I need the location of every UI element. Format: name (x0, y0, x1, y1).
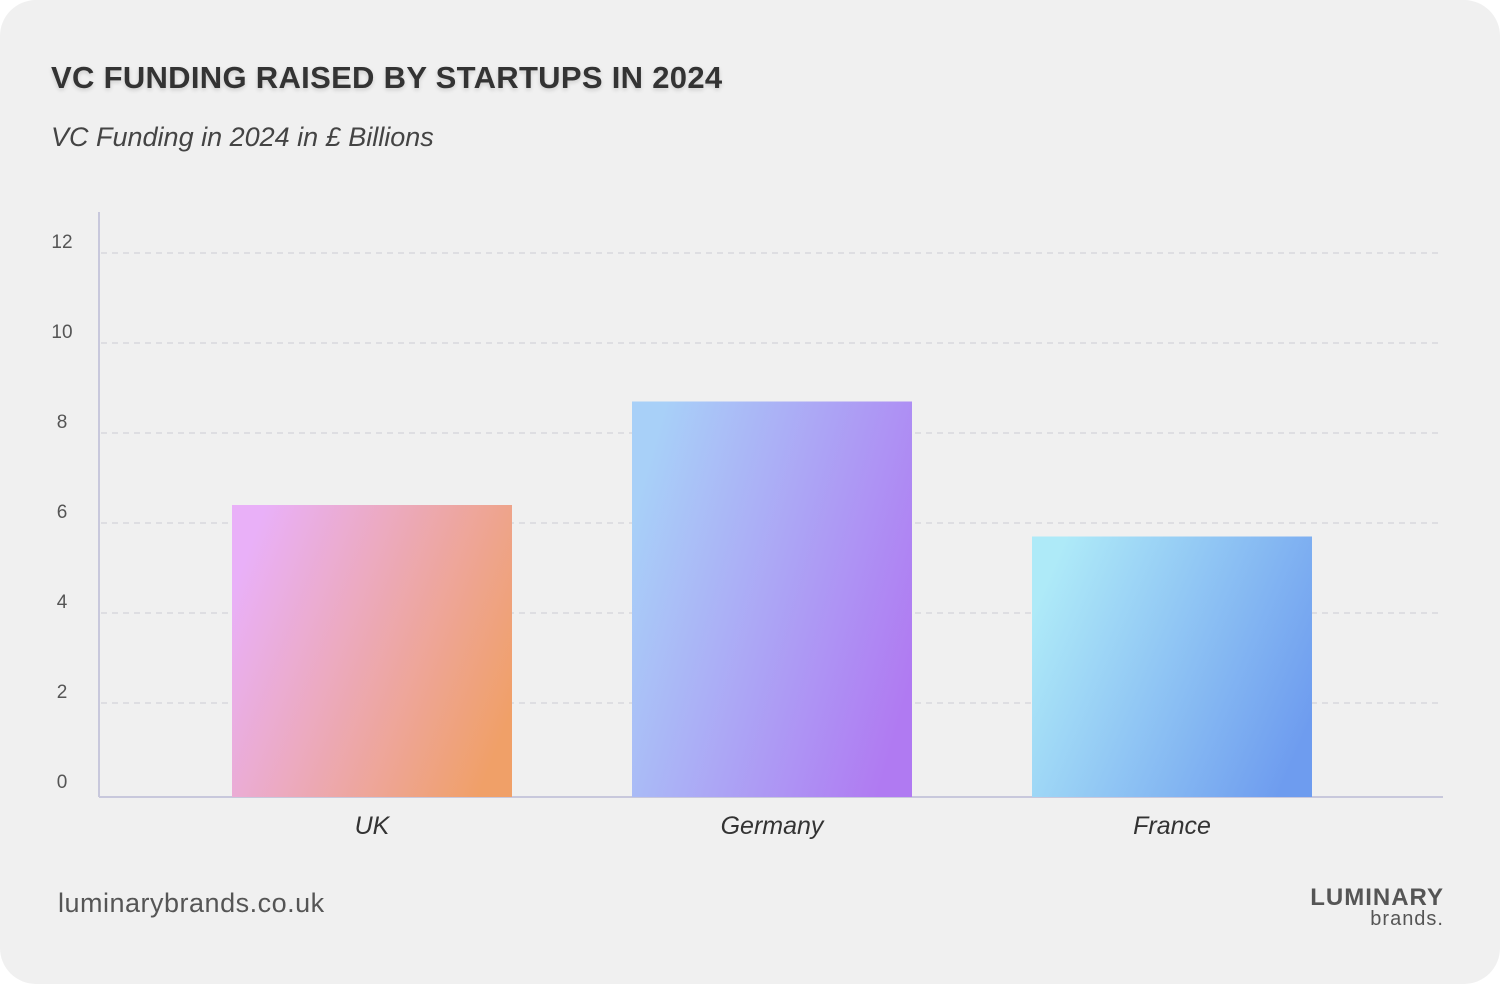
logo-line1: LUMINARY (1310, 884, 1444, 911)
y-tick-label: 4 (57, 592, 68, 613)
x-tick-label: France (1133, 812, 1211, 840)
bar-france (1032, 536, 1312, 797)
y-tick-label: 12 (51, 232, 72, 253)
footer-url: luminarybrands.co.uk (58, 888, 325, 918)
y-tick-label: 8 (57, 412, 68, 433)
x-tick-label: UK (355, 812, 391, 840)
chart-subtitle: VC Funding in 2024 in £ Billions (51, 122, 434, 152)
bar-germany (632, 401, 912, 797)
chart-title: VC FUNDING RAISED BY STARTUPS IN 2024 (51, 60, 723, 95)
y-tick-label: 2 (57, 682, 68, 703)
luminary-logo: LUMINARY brands. (1310, 884, 1444, 930)
y-tick-label: 10 (51, 322, 72, 343)
y-tick-label: 0 (57, 772, 68, 793)
y-tick-label: 6 (57, 502, 68, 523)
logo-line2: brands. (1370, 908, 1444, 930)
bar-uk (232, 505, 512, 797)
x-tick-label: Germany (721, 812, 825, 840)
